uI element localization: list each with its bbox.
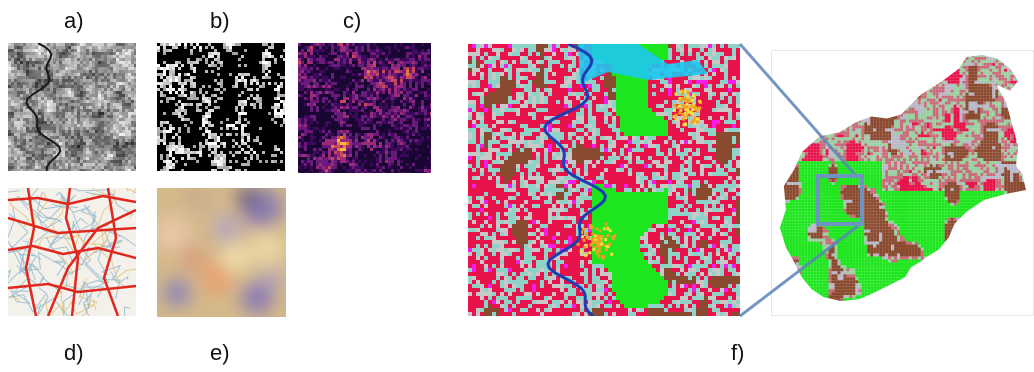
- panel-a-grayscale-image: [8, 43, 136, 171]
- panel-f-region-map: [771, 50, 1034, 316]
- panel-d-road-map: [8, 188, 136, 316]
- panel-f-landcover-zoom: [468, 44, 740, 316]
- panel-b-binary-image: [157, 43, 285, 171]
- panel-label-e: e): [210, 340, 230, 365]
- panel-label-d: d): [64, 340, 84, 365]
- panel-label-b: b): [210, 8, 230, 33]
- panel-label-f: f): [731, 340, 745, 365]
- panel-c-heatmap-image: [298, 43, 431, 173]
- panel-label-c: c): [343, 8, 362, 33]
- panel-label-a: a): [64, 8, 84, 33]
- panel-e-density-map: [157, 188, 286, 317]
